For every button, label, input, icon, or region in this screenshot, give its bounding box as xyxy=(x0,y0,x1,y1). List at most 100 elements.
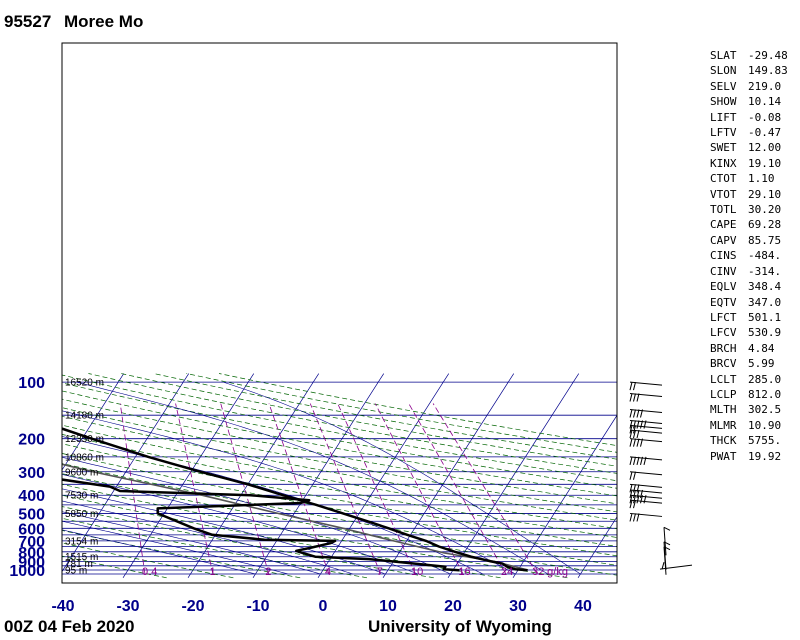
mixing-ratio-line xyxy=(408,403,507,575)
temperature-tick-label: 0 xyxy=(319,598,328,615)
index-key: KINX xyxy=(710,156,737,170)
index-key: SLAT xyxy=(710,49,737,62)
index-key: BRCV xyxy=(710,357,737,371)
index-value: 10.14 xyxy=(748,95,782,109)
index-row: BRCV 5.99 xyxy=(710,356,788,371)
temperature-tick-label: -30 xyxy=(116,598,139,615)
index-value: 10.90 xyxy=(748,418,782,432)
index-key: LCLT xyxy=(710,372,737,386)
index-value: 19.10 xyxy=(748,156,782,170)
height-label: 5850 m xyxy=(65,509,98,520)
isotherm-line xyxy=(62,373,125,471)
index-row: PWAT 19.92 xyxy=(710,449,788,464)
index-row: SHOW 10.14 xyxy=(710,94,788,109)
index-key: CINV xyxy=(710,264,737,278)
pressure-tick-label: 500 xyxy=(18,506,45,523)
index-row: SLON 149.83 xyxy=(710,63,788,78)
pressure-tick-label: 400 xyxy=(18,488,45,505)
moist-adiabat xyxy=(62,500,354,575)
index-row: LIFT -0.08 xyxy=(710,110,788,125)
mixing-ratio-line xyxy=(337,403,416,575)
index-value: 812.0 xyxy=(748,387,782,401)
height-label: 7530 m xyxy=(65,491,98,502)
mixing-ratio-label: 4 xyxy=(325,566,331,578)
plot-frame xyxy=(61,42,618,584)
index-key: LFTV xyxy=(710,126,737,140)
wind-barb xyxy=(629,489,663,499)
wind-barb xyxy=(629,494,663,504)
height-label: 9600 m xyxy=(65,467,98,478)
index-key: SLON xyxy=(710,64,737,78)
mixing-ratio-line xyxy=(309,403,382,575)
height-label: 95 m xyxy=(65,566,87,577)
index-key: VTOT xyxy=(710,187,737,201)
height-label: 1515 m xyxy=(65,552,98,563)
index-row: BRCH 4.84 xyxy=(710,341,788,356)
height-label: 12350 m xyxy=(65,434,104,445)
index-key: SHOW xyxy=(710,95,737,109)
stability-indices: SLAT -29.48 SLON 149.83 SELV 219.0 SHOW 10.14 LI… xyxy=(710,48,788,464)
plot-group xyxy=(62,373,617,579)
index-row: CINS -484. xyxy=(710,248,788,263)
isotherm-line xyxy=(62,373,190,573)
isotherm-line xyxy=(577,516,617,578)
index-row: TOTL 30.20 xyxy=(710,202,788,217)
index-key: LFCT xyxy=(710,310,737,324)
moist-adiabat xyxy=(76,381,549,575)
wind-barb xyxy=(629,512,663,522)
mixing-ratio-unit: g/kg xyxy=(547,566,568,578)
index-key: LCLP xyxy=(710,387,737,401)
dry-adiabat xyxy=(62,506,434,579)
wind-barb xyxy=(629,456,663,465)
index-value: 19.92 xyxy=(748,449,782,463)
mixing-ratio-label: 0.4 xyxy=(142,566,157,578)
index-value: 1.10 xyxy=(748,172,775,186)
index-row: EQTV 347.0 xyxy=(710,295,788,310)
index-row: MLTH 302.5 xyxy=(710,402,788,417)
station-id: 95527 xyxy=(4,12,52,31)
isotherm-line xyxy=(512,414,617,578)
index-value: -0.47 xyxy=(748,126,782,140)
isotherm-line xyxy=(122,373,255,578)
index-row: SWET 12.00 xyxy=(710,140,788,155)
mixing-ratio-label: 10 xyxy=(411,566,423,578)
index-row: MLMR 10.90 xyxy=(710,418,788,433)
index-value: 4.84 xyxy=(748,341,775,355)
index-value: 348.4 xyxy=(748,280,782,294)
index-row: CINV -314. xyxy=(710,264,788,279)
pressure-tick-label: 1000 xyxy=(9,563,45,580)
moist-adiabat xyxy=(62,511,321,575)
pressure-tick-label: 100 xyxy=(18,375,45,392)
temperature-line xyxy=(62,427,528,572)
moist-adiabat xyxy=(223,381,581,575)
height-label: 3154 m xyxy=(65,536,98,547)
wind-barb xyxy=(629,381,663,391)
isotherm-line xyxy=(447,373,580,578)
pressure-tick-label: 300 xyxy=(18,465,45,482)
dry-adiabat xyxy=(62,517,368,579)
temperature-tick-label: 20 xyxy=(444,598,462,615)
mixing-ratio-label: 24 xyxy=(501,566,513,578)
index-key: SWET xyxy=(710,141,737,155)
wind-barb xyxy=(629,471,663,480)
index-value: -314. xyxy=(748,264,782,278)
mixing-ratio-label: 7 xyxy=(377,566,383,578)
isotherm-line xyxy=(187,373,320,578)
pressure-tick-label: 900 xyxy=(18,554,45,571)
temperature-tick-label: -10 xyxy=(246,598,269,615)
moist-adiabat xyxy=(62,520,289,575)
index-key: CAPV xyxy=(710,233,737,247)
index-value: 501.1 xyxy=(748,310,782,324)
height-label: 781 m xyxy=(65,559,93,570)
mixing-ratio-label: 1 xyxy=(210,566,216,578)
mixing-ratio-line xyxy=(119,403,146,575)
index-value: 530.9 xyxy=(748,326,782,340)
moist-adiabat xyxy=(62,488,386,575)
mixing-ratio-label: 32 xyxy=(532,566,544,578)
wind-barb xyxy=(629,499,663,509)
index-value: 5755. xyxy=(748,434,782,448)
wind-barb xyxy=(629,393,663,402)
index-row: LFCV 530.9 xyxy=(710,325,788,340)
index-key: THCK xyxy=(710,434,737,448)
wind-barb xyxy=(659,562,693,570)
